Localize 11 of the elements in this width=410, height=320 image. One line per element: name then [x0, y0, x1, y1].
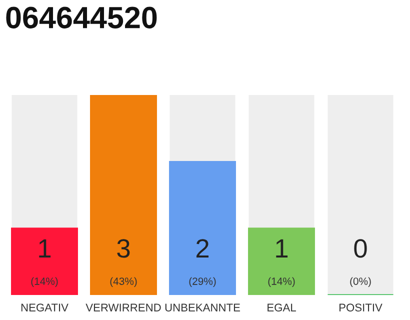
data-label: 3 (43%): [110, 239, 137, 287]
x-tick-label: VERWIRREND: [86, 304, 161, 312]
data-label: 1 (14%): [31, 239, 58, 287]
x-tick-label: NEGATIV: [21, 304, 68, 312]
chart-title: 064644520: [6, 6, 157, 28]
data-label: 1 (14%): [268, 239, 295, 287]
x-tick-label: UNBEKANNTE: [165, 304, 240, 312]
data-label: 2 (29%): [189, 239, 216, 287]
data-label: 0 (0%): [350, 239, 371, 287]
x-tick-label: EGAL: [268, 304, 296, 312]
x-tick-label: POSITIV: [339, 304, 382, 312]
